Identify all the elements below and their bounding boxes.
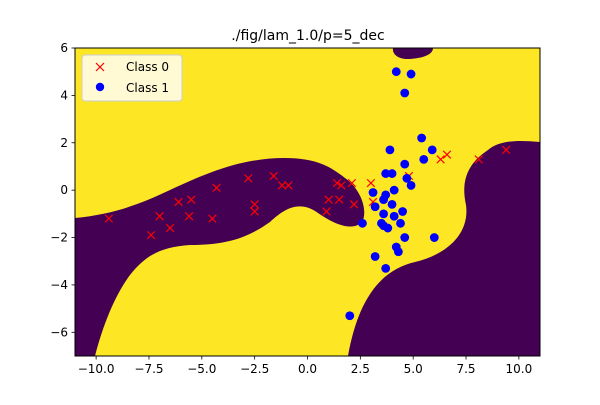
y-tick-label: 0	[60, 183, 68, 197]
class-1-point	[402, 173, 412, 183]
class-1-point	[381, 263, 391, 273]
class-0-point	[269, 171, 278, 181]
class-0-point	[208, 214, 217, 223]
legend: Class 0 Class 1	[81, 54, 183, 102]
class-1-point	[391, 67, 401, 77]
class-0-point	[212, 183, 221, 193]
class-0-point	[349, 200, 359, 209]
x-tick-label: −5.0	[187, 362, 216, 376]
class-1-point	[396, 218, 405, 228]
class-1-point	[429, 233, 439, 242]
class-0-point	[165, 223, 175, 233]
x-tick-label: 10.0	[506, 362, 533, 376]
legend-marker-class-0	[95, 62, 105, 72]
class-0-point	[250, 207, 259, 216]
class-0-point	[474, 155, 483, 164]
y-tick-label: −4	[50, 278, 68, 292]
class-0-region-top	[392, 48, 433, 59]
class-1-point	[387, 169, 397, 178]
legend-box	[81, 54, 183, 102]
x-tick-label: 0.0	[298, 362, 317, 376]
class-1-point	[381, 169, 391, 178]
legend-marker-class-1	[95, 82, 105, 92]
class-1-point	[379, 195, 388, 205]
class-0-point	[501, 145, 511, 155]
class-1-point	[370, 252, 380, 261]
legend-label-class-1: Class 1	[126, 81, 169, 95]
class-0-region-left-band	[75, 158, 365, 356]
class-1-point	[393, 247, 403, 257]
class-0-region-bottom-right	[348, 140, 540, 356]
class-1-point	[419, 154, 429, 164]
class-1-point	[370, 202, 380, 212]
class-1-point	[385, 145, 395, 155]
class-0-point	[324, 195, 333, 204]
x-tick-label: −2.5	[240, 362, 269, 376]
class-0-point	[277, 181, 287, 190]
axes: −10.0 −7.5 −5.0 −2.5 0.0 2.5 5.0 7.5 10.0 −6 −4 −2 0…	[50, 41, 532, 376]
class-1-point	[400, 233, 410, 242]
y-tick-label: −6	[50, 325, 68, 339]
class-1-point	[379, 209, 388, 219]
class-0-point	[442, 150, 452, 159]
class-1-point	[358, 218, 367, 228]
class-0-point	[322, 207, 331, 216]
class-0-point	[436, 155, 445, 164]
class-0-point	[250, 200, 259, 209]
class-1-point	[427, 145, 437, 155]
class-0-point	[332, 178, 342, 188]
class-0-point	[334, 195, 344, 204]
class-0-point	[155, 211, 164, 221]
data-points	[104, 67, 511, 321]
class-0-point	[337, 181, 346, 190]
x-tick-label: −10.0	[78, 362, 115, 376]
class-0-point	[366, 178, 376, 188]
x-tick-label: 2.5	[351, 362, 370, 376]
x-tick-label: 5.0	[404, 362, 423, 376]
class-1-point	[387, 199, 397, 209]
class-0-point	[347, 178, 357, 188]
y-tick-label: 2	[60, 136, 68, 150]
x-tick-label: −7.5	[134, 362, 163, 376]
class-0-point	[146, 230, 156, 240]
class-0-point	[184, 211, 194, 221]
x-tick-label: 7.5	[456, 362, 475, 376]
y-tick-label: 4	[60, 88, 68, 102]
class-0-point	[284, 181, 293, 190]
class-1-point	[389, 211, 399, 221]
legend-label-class-0: Class 0	[126, 60, 169, 74]
class-0-point	[104, 214, 114, 223]
class-1-point	[383, 223, 393, 233]
class-1-point	[345, 311, 355, 321]
class-1-point	[400, 159, 410, 169]
y-tick-label: 6	[60, 41, 68, 55]
class-0-point	[244, 174, 253, 183]
class-1-point	[400, 88, 410, 98]
class-1-point	[406, 181, 416, 190]
class-0-point	[174, 197, 183, 207]
class-1-point	[406, 69, 416, 79]
class-1-point	[389, 185, 399, 195]
class-1-point	[417, 133, 427, 143]
y-tick-label: −2	[50, 231, 68, 245]
class-1-point	[398, 207, 408, 216]
class-1-point	[368, 188, 378, 197]
chart-title: ./fig/lam_1.0/p=5_dec	[231, 28, 384, 44]
class-0-point	[187, 195, 196, 204]
